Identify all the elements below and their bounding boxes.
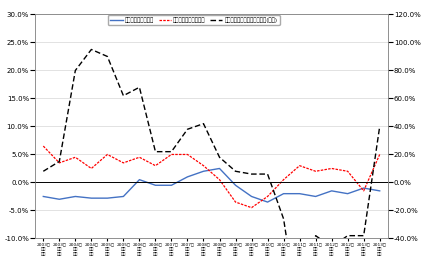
非正規の職員・従業員	[233, 200, 238, 204]
労働者派遣事業所の派遣社員(右軸)	[265, 172, 270, 176]
非正規の職員・従業員	[281, 178, 286, 181]
正規の職員・従業員	[249, 195, 254, 198]
労働者派遣事業所の派遣社員(右軸)	[73, 69, 78, 72]
正規の職員・従業員	[185, 175, 190, 178]
労働者派遣事業所の派遣社員(右軸)	[121, 94, 126, 97]
非正規の職員・従業員	[345, 170, 350, 173]
正規の職員・従業員	[89, 197, 94, 200]
非正規の職員・従業員	[89, 167, 94, 170]
Line: 労働者派遣事業所の派遣社員(右軸): 労働者派遣事業所の派遣社員(右軸)	[43, 49, 380, 260]
正規の職員・従業員	[345, 192, 350, 195]
非正規の職員・従業員	[121, 161, 126, 164]
正規の職員・従業員	[57, 198, 62, 201]
正規の職員・従業員	[233, 184, 238, 187]
Legend: 正規の職員・従業員, 非正規の職員・従業員, 労働者派遣事業所の派遣社員(右軸): 正規の職員・従業員, 非正規の職員・従業員, 労働者派遣事業所の派遣社員(右軸)	[108, 15, 280, 25]
労働者派遣事業所の派遣社員(右軸)	[105, 55, 110, 58]
労働者派遣事業所の派遣社員(右軸)	[185, 128, 190, 131]
非正規の職員・従業員	[57, 161, 62, 164]
正規の職員・従業員	[297, 192, 302, 195]
正規の職員・従業員	[153, 184, 158, 187]
非正規の職員・従業員	[217, 178, 222, 181]
非正規の職員・従業員	[201, 164, 206, 167]
正規の職員・従業員	[73, 195, 78, 198]
正規の職員・従業員	[169, 184, 174, 187]
正規の職員・従業員	[313, 195, 318, 198]
労働者派遣事業所の派遣社員(右軸)	[313, 234, 318, 237]
非正規の職員・従業員	[153, 164, 158, 167]
労働者派遣事業所の派遣社員(右軸)	[89, 48, 94, 51]
非正規の職員・従業員	[313, 170, 318, 173]
非正規の職員・従業員	[185, 153, 190, 156]
正規の職員・従業員	[105, 197, 110, 200]
非正規の職員・従業員	[169, 153, 174, 156]
非正規の職員・従業員	[249, 206, 254, 209]
正規の職員・従業員	[121, 195, 126, 198]
Line: 非正規の職員・従業員: 非正規の職員・従業員	[43, 146, 380, 208]
労働者派遣事業所の派遣社員(右軸)	[217, 156, 222, 159]
労働者派遣事業所の派遣社員(右軸)	[201, 122, 206, 125]
労働者派遣事業所の派遣社員(右軸)	[377, 125, 382, 128]
正規の職員・従業員	[201, 170, 206, 173]
労働者派遣事業所の派遣社員(右軸)	[41, 170, 46, 173]
正規の職員・従業員	[361, 186, 366, 190]
非正規の職員・従業員	[297, 164, 302, 167]
労働者派遣事業所の派遣社員(右軸)	[361, 234, 366, 237]
労働者派遣事業所の派遣社員(右軸)	[169, 150, 174, 153]
労働者派遣事業所の派遣社員(右軸)	[57, 160, 62, 163]
労働者派遣事業所の派遣社員(右軸)	[281, 217, 286, 220]
非正規の職員・従業員	[137, 156, 142, 159]
労働者派遣事業所の派遣社員(右軸)	[329, 245, 334, 248]
労働者派遣事業所の派遣社員(右軸)	[233, 170, 238, 173]
労働者派遣事業所の派遣社員(右軸)	[345, 234, 350, 237]
Line: 正規の職員・従業員: 正規の職員・従業員	[43, 168, 380, 202]
正規の職員・従業員	[377, 189, 382, 192]
非正規の職員・従業員	[73, 156, 78, 159]
正規の職員・従業員	[281, 192, 286, 195]
正規の職員・従業員	[41, 195, 46, 198]
非正規の職員・従業員	[105, 153, 110, 156]
非正規の職員・従業員	[377, 153, 382, 156]
労働者派遣事業所の派遣社員(右軸)	[249, 172, 254, 176]
労働者派遣事業所の派遣社員(右軸)	[137, 86, 142, 89]
非正規の職員・従業員	[41, 145, 46, 148]
正規の職員・従業員	[137, 178, 142, 181]
労働者派遣事業所の派遣社員(右軸)	[153, 150, 158, 153]
非正規の職員・従業員	[265, 195, 270, 198]
正規の職員・従業員	[265, 200, 270, 204]
正規の職員・従業員	[329, 189, 334, 192]
非正規の職員・従業員	[361, 189, 366, 192]
非正規の職員・従業員	[329, 167, 334, 170]
正規の職員・従業員	[217, 167, 222, 170]
